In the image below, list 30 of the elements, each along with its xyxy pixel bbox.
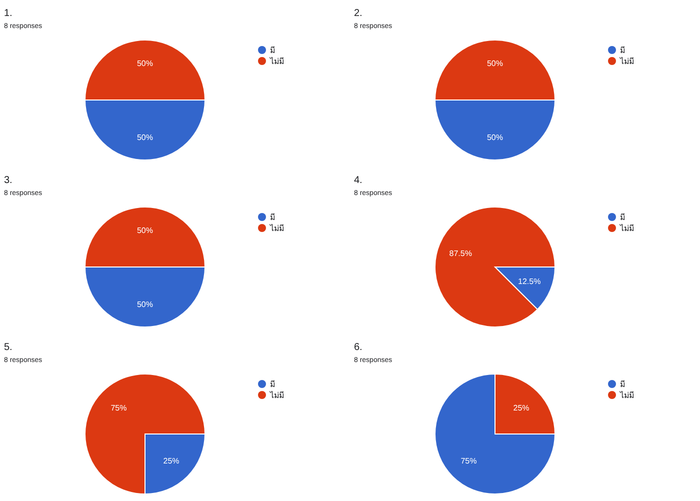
chart-title: 1.: [4, 8, 12, 19]
legend-label: ไม่มี: [269, 391, 284, 400]
data-label: 75%: [110, 404, 127, 413]
data-label: 75%: [460, 456, 477, 466]
legend-label: ไม่มี: [269, 224, 284, 233]
legend-label: มี: [270, 380, 275, 389]
legend-label: มี: [620, 380, 625, 389]
chart-title: 2.: [354, 8, 362, 19]
legend-label: มี: [270, 46, 275, 55]
legend-label: มี: [620, 213, 625, 222]
legend-label: มี: [270, 213, 275, 222]
legend-label: ไม่มี: [619, 57, 634, 66]
data-label: 50%: [136, 300, 154, 310]
data-label: 87.5%: [449, 248, 472, 258]
legend-label: ไม่มี: [269, 57, 284, 66]
legend-label: ไม่มี: [619, 391, 634, 400]
data-label: 50%: [136, 133, 154, 142]
data-label: 50%: [486, 58, 504, 68]
chart-title: 3.: [4, 175, 12, 186]
data-label: 25%: [513, 404, 530, 413]
data-label: 50%: [486, 133, 504, 142]
legend-label: ไม่มี: [619, 224, 634, 233]
chart-title: 6.: [354, 342, 362, 353]
data-label: 50%: [136, 226, 154, 235]
data-label: 50%: [136, 58, 154, 68]
data-label: 12.5%: [518, 277, 541, 286]
chart-title: 5.: [4, 342, 12, 353]
data-label: 25%: [163, 456, 180, 466]
chart-title: 4.: [354, 175, 362, 186]
legend-label: มี: [620, 46, 625, 55]
